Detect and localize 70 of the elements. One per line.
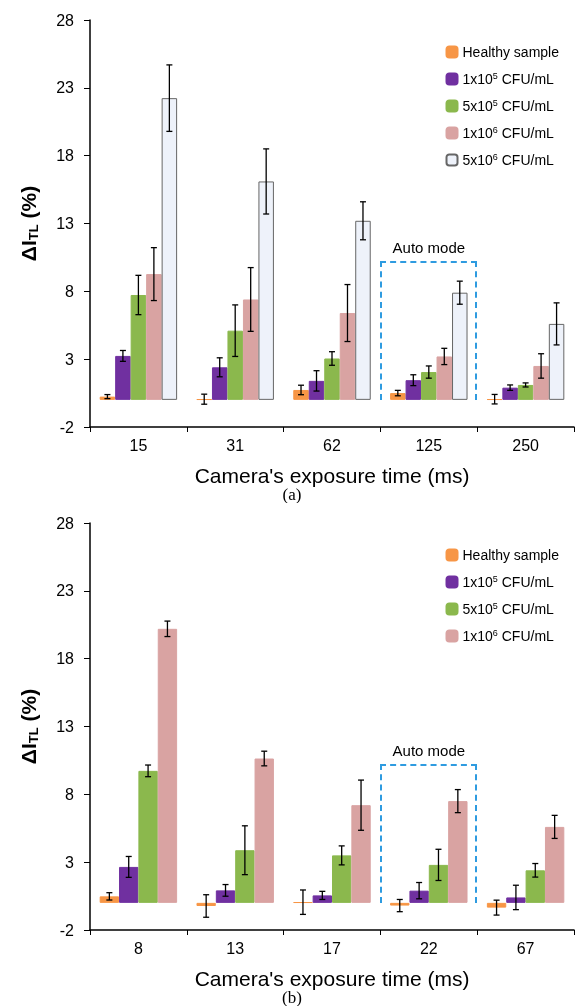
bar — [242, 299, 259, 400]
bar — [130, 295, 147, 400]
bar — [324, 358, 340, 400]
x-axis-title: Camera's exposure time (ms) — [194, 464, 470, 487]
x-tick-label: 8 — [133, 939, 143, 957]
x-tick-label: 22 — [419, 939, 438, 957]
bar — [115, 355, 131, 400]
x-tick-label: 62 — [323, 436, 341, 454]
bar — [161, 98, 178, 400]
bar — [452, 292, 468, 400]
bar — [254, 758, 274, 903]
annotation: Auto mode — [392, 238, 466, 256]
y-tick-label: -2 — [59, 921, 75, 939]
bar — [215, 890, 236, 903]
bar — [339, 313, 356, 400]
bar — [355, 220, 371, 400]
bar — [436, 356, 453, 400]
bar — [525, 870, 545, 903]
y-tick-label: 18 — [56, 147, 75, 165]
y-tick-label: 18 — [56, 650, 75, 668]
y-tick-label: -2 — [59, 418, 75, 436]
x-tick-label: 31 — [226, 436, 245, 454]
y-axis-title: ΔITL (%) — [16, 185, 41, 262]
bar — [332, 855, 352, 903]
bar — [211, 367, 228, 400]
y-tick-label: 23 — [56, 582, 75, 600]
y-tick-label: 8 — [65, 785, 75, 803]
bar — [409, 890, 429, 903]
annotation: Auto mode — [392, 741, 466, 759]
bar — [196, 902, 216, 906]
x-tick-label: 125 — [415, 436, 443, 454]
bar — [351, 805, 371, 903]
y-tick-label: 23 — [56, 79, 75, 97]
text: (b) — [282, 988, 302, 1006]
bar — [119, 866, 139, 903]
y-tick-label: 3 — [65, 350, 75, 368]
y-tick-label: 8 — [65, 282, 75, 300]
bar — [405, 380, 422, 400]
y-tick-label: 3 — [65, 853, 75, 871]
bar — [517, 384, 534, 400]
legend-label: Healthy sample — [462, 547, 560, 563]
y-axis-title: ΔITL (%) — [16, 688, 41, 765]
bar — [448, 801, 468, 903]
y-tick-label: 13 — [56, 718, 75, 735]
text: (a) — [282, 485, 302, 504]
bar — [258, 181, 274, 400]
bar — [227, 330, 243, 400]
y-tick-label: 13 — [56, 215, 75, 232]
bar — [138, 770, 158, 903]
bar — [428, 864, 449, 903]
bar — [502, 387, 518, 400]
bar — [308, 380, 325, 400]
bar — [157, 628, 178, 903]
bar — [421, 372, 437, 400]
bar — [486, 902, 507, 908]
bar — [544, 826, 565, 903]
x-tick-label: 15 — [129, 436, 148, 454]
x-tick-label: 13 — [226, 939, 245, 957]
x-axis-title: Camera's exposure time (ms) — [194, 967, 470, 990]
bar — [146, 274, 162, 400]
legend-label: Healthy sample — [462, 44, 560, 60]
y-tick-label: 28 — [56, 11, 75, 29]
x-tick-label: 250 — [512, 436, 540, 454]
x-tick-label: 17 — [323, 939, 341, 957]
bar — [533, 365, 549, 400]
y-tick-label: 28 — [56, 514, 75, 532]
bar — [548, 323, 565, 400]
bar — [312, 895, 332, 903]
bar — [235, 850, 255, 903]
x-tick-label: 67 — [516, 939, 535, 957]
